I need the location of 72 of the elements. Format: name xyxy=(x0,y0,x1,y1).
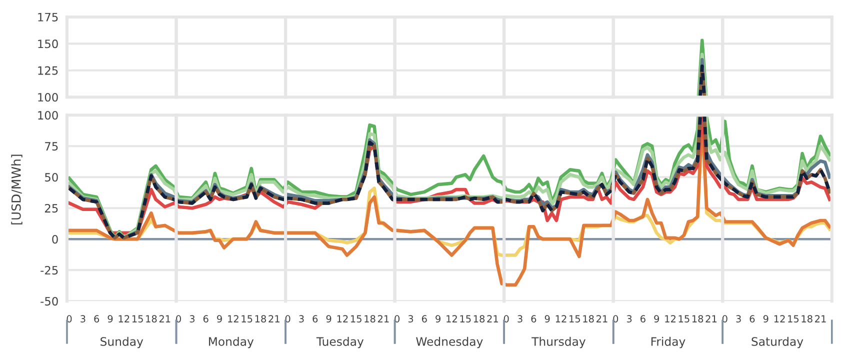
y-tick-label: 25 xyxy=(45,204,58,213)
x-tick-label: 6 xyxy=(94,315,100,322)
x-tick-label: 12 xyxy=(228,315,238,322)
x-tick-label: 6 xyxy=(531,315,536,322)
x-tick-label: 12 xyxy=(665,315,676,322)
x-tick-label: 18 xyxy=(364,315,376,322)
y-tick-label: 100 xyxy=(38,92,58,102)
x-tick-label: 12 xyxy=(774,315,785,322)
x-tick-label: 6 xyxy=(203,315,208,322)
y-tick-label: 0 xyxy=(52,234,58,244)
x-tick-label: 9 xyxy=(217,315,222,322)
x-tick-label: 3 xyxy=(736,315,741,322)
x-tick-label: 12 xyxy=(446,315,457,322)
y-axis-title: [USD/MWh] xyxy=(11,154,22,224)
y-tick-label: 50 xyxy=(45,173,58,182)
x-tick-label: 3 xyxy=(190,315,195,322)
y-tick-label: 100 xyxy=(38,111,58,120)
x-tick-label: 15 xyxy=(678,315,690,322)
y-tick-label: 125 xyxy=(38,66,58,75)
x-tick-label: 12 xyxy=(118,315,130,322)
x-tick-label: 18 xyxy=(692,315,704,322)
x-tick-label: 21 xyxy=(487,315,498,322)
x-tick-label: 15 xyxy=(350,315,362,322)
x-tick-label: 3 xyxy=(299,315,304,322)
x-tick-label: 21 xyxy=(378,315,389,322)
x-tick-label: 3 xyxy=(408,315,414,322)
x-tick-label: 6 xyxy=(640,315,646,322)
x-tick-label: 15 xyxy=(788,315,799,322)
x-axis-title: Friday xyxy=(651,336,686,348)
x-tick-label: 21 xyxy=(268,315,280,322)
x-tick-label: 18 xyxy=(255,315,266,322)
x-axis-title: Thursday xyxy=(532,336,586,348)
x-tick-label: 18 xyxy=(583,315,594,322)
x-tick-label: 21 xyxy=(815,315,826,322)
x-tick-label: 18 xyxy=(474,315,485,322)
x-tick-label: 18 xyxy=(802,315,812,322)
x-tick-label: 0 xyxy=(394,315,400,322)
x-tick-label: 21 xyxy=(706,315,717,322)
x-tick-label: 0 xyxy=(613,315,618,322)
x-tick-label: 15 xyxy=(460,315,471,322)
x-tick-label: 6 xyxy=(312,315,318,322)
x-axis-title: Wednesday xyxy=(416,336,483,348)
x-tick-label: 3 xyxy=(80,315,86,322)
x-tick-label: 9 xyxy=(654,315,660,322)
x-axis-title: Tuesday xyxy=(316,336,364,348)
x-tick-label: 21 xyxy=(596,315,608,322)
x-tick-label: 21 xyxy=(159,315,170,322)
x-tick-label: 12 xyxy=(337,315,348,322)
x-tick-label: 15 xyxy=(570,315,580,322)
x-tick-label: 3 xyxy=(626,315,632,322)
x-tick-label: 9 xyxy=(108,315,113,322)
x-axis-title: Saturday xyxy=(752,336,804,348)
y-tick-label: -50 xyxy=(40,296,58,306)
x-tick-label: 9 xyxy=(544,315,550,322)
x-axis-title: Sunday xyxy=(100,336,144,348)
x-tick-label: 6 xyxy=(422,315,427,322)
x-axis-title: Monday xyxy=(209,336,254,348)
y-tick-label: 150 xyxy=(38,40,58,48)
x-tick-label: 0 xyxy=(66,315,72,322)
y-tick-label: 175 xyxy=(38,12,58,22)
x-tick-label: 9 xyxy=(436,315,440,322)
x-tick-label: 18 xyxy=(146,315,157,322)
x-tick-label: 15 xyxy=(242,315,252,322)
x-tick-label: 3 xyxy=(518,315,522,322)
y-tick-label: 75 xyxy=(45,142,58,151)
x-tick-label: 12 xyxy=(556,315,566,322)
y-tick-label: -25 xyxy=(40,266,58,275)
x-tick-label: 9 xyxy=(763,315,768,322)
x-tick-label: 9 xyxy=(326,315,332,322)
x-tick-label: 15 xyxy=(132,315,143,322)
x-tick-label: 6 xyxy=(750,315,755,322)
x-tick-label: 0 xyxy=(285,315,290,322)
